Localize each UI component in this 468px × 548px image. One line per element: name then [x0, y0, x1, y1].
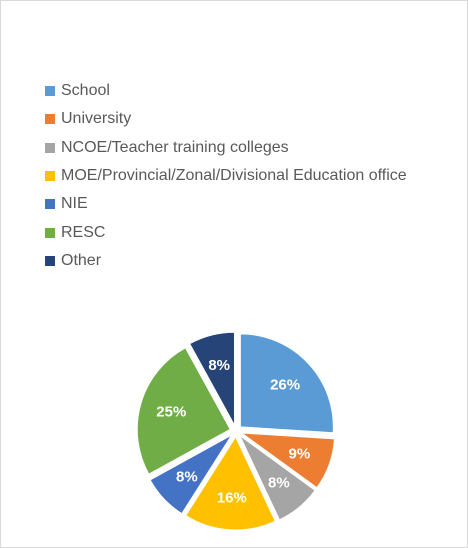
pie-slice-2	[239, 432, 335, 489]
legend-label: University	[61, 110, 132, 128]
legend-label: School	[61, 82, 110, 100]
data-label-1: 26%	[270, 376, 300, 393]
legend-item: RESC	[45, 218, 407, 246]
legend-item: University	[45, 105, 407, 133]
data-label-4: 16%	[217, 490, 247, 507]
pie-slice-7	[189, 331, 236, 426]
data-label-6: 25%	[156, 404, 186, 421]
legend-label: NIE	[61, 195, 88, 213]
legend-swatch	[45, 255, 55, 266]
legend-item: School	[45, 77, 407, 105]
legend-swatch	[45, 199, 55, 210]
pie-slice-3	[239, 435, 316, 521]
pie-slice-6	[136, 347, 231, 475]
legend-swatch	[45, 142, 55, 153]
pie-slice-4	[185, 435, 276, 531]
data-label-7: 8%	[208, 357, 230, 374]
data-label-2: 9%	[289, 445, 311, 462]
data-label-5: 8%	[176, 469, 198, 486]
legend: School University NCOE/Teacher training co…	[45, 77, 407, 275]
legend-label: NCOE/Teacher training colleges	[61, 138, 289, 156]
legend-label: RESC	[61, 223, 106, 241]
pie-slice-1	[239, 333, 334, 434]
legend-item: NCOE/Teacher training colleges	[45, 134, 407, 162]
data-label-3: 8%	[268, 474, 290, 491]
legend-item: NIE	[45, 190, 407, 218]
legend-swatch	[45, 171, 55, 182]
legend-item: MOE/Provincial/Zonal/Divisional Educatio…	[45, 162, 407, 190]
pie-slice-5	[149, 434, 233, 515]
legend-swatch	[45, 114, 55, 125]
legend-item: Other	[45, 247, 407, 275]
legend-swatch	[45, 86, 55, 97]
legend-label: Other	[61, 251, 102, 269]
legend-swatch	[45, 227, 55, 238]
legend-label: MOE/Provincial/Zonal/Divisional Educatio…	[61, 167, 407, 185]
